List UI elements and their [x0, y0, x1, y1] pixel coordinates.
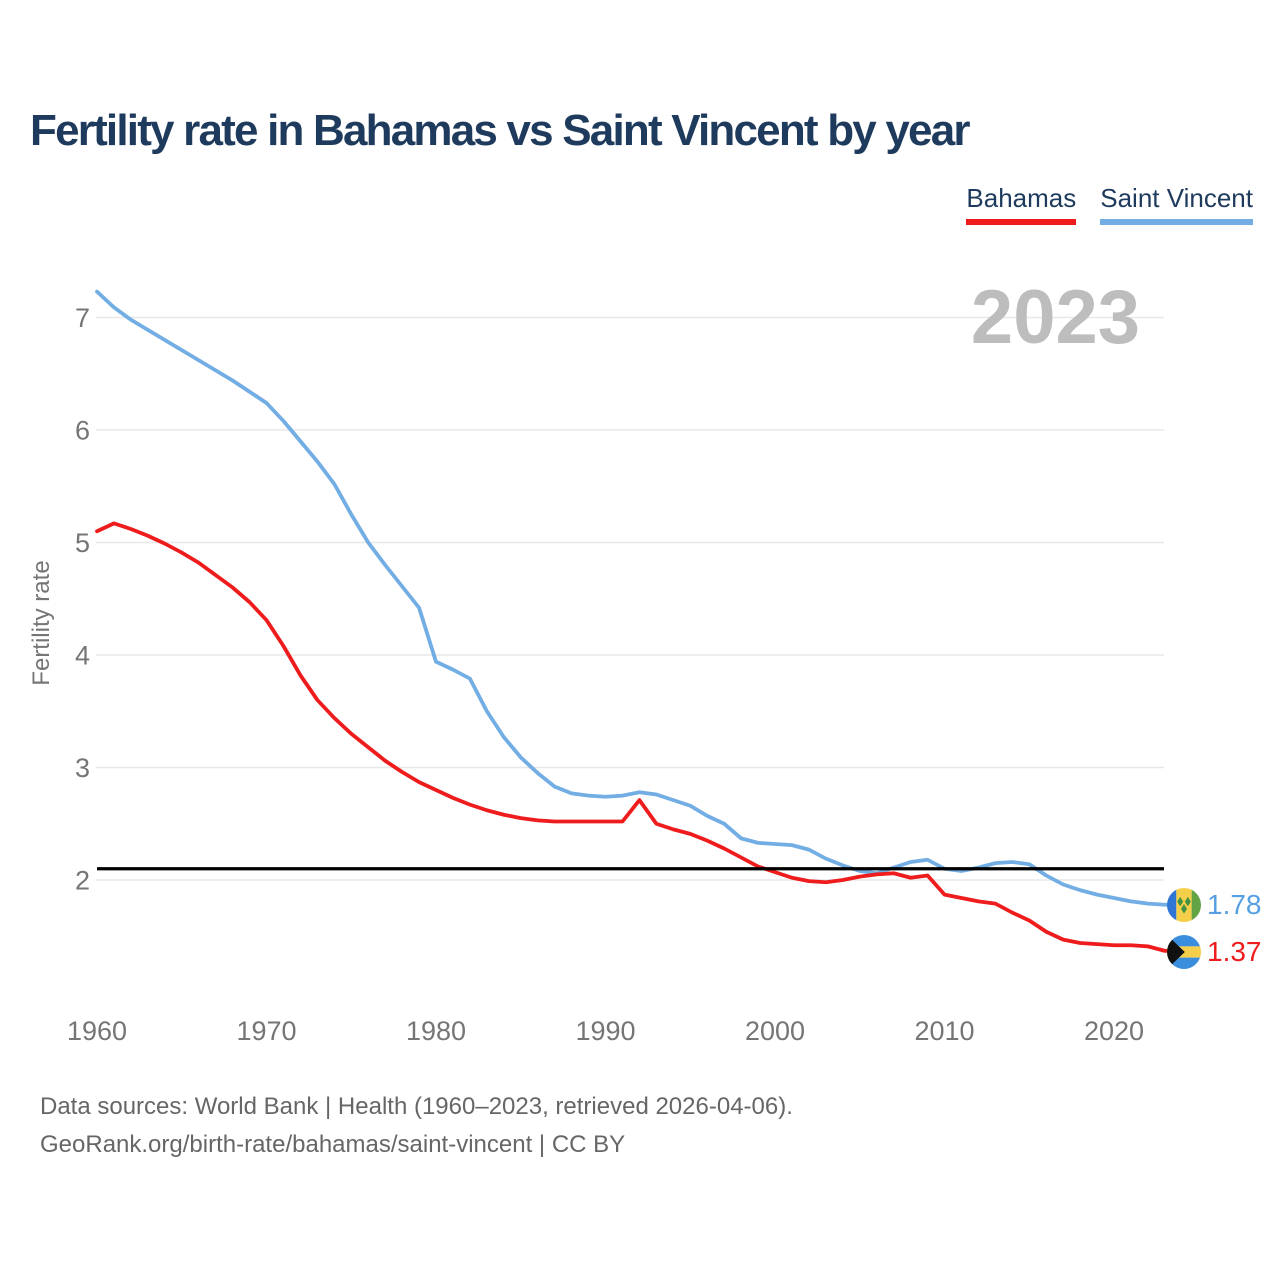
y-axis-label: Fertility rate: [28, 560, 55, 686]
saint-vincent-flag-icon: [1167, 888, 1201, 922]
footer-source-line: Data sources: World Bank | Health (1960–…: [40, 1093, 793, 1120]
y-tick-label-4: 4: [75, 641, 90, 671]
x-tick-label-2010: 2010: [915, 1016, 975, 1046]
footer-url-line: GeoRank.org/birth-rate/bahamas/saint-vin…: [40, 1131, 626, 1158]
legend-item-bahamas[interactable]: Bahamas: [966, 183, 1077, 225]
end-label-saint-vincent: 1.78: [1167, 888, 1262, 922]
x-tick-label-2000: 2000: [745, 1016, 805, 1046]
x-tick-label-1970: 1970: [236, 1016, 296, 1046]
y-tick-label-5: 5: [75, 528, 90, 558]
legend-label-bahamas: Bahamas: [966, 183, 1077, 213]
y-tick-label-2: 2: [75, 866, 90, 896]
page-title: Fertility rate in Bahamas vs Saint Vince…: [30, 106, 971, 155]
saint-vincent-end-value: 1.78: [1207, 889, 1262, 920]
y-tick-label-6: 6: [75, 416, 90, 446]
series-line-bahamas: [95, 521, 1170, 953]
x-tick-label-2020: 2020: [1084, 1016, 1144, 1046]
bahamas-flag-icon: [1167, 935, 1201, 969]
legend: Bahamas Saint Vincent: [966, 183, 1253, 225]
y-tick-label-7: 7: [75, 303, 90, 333]
footer: Data sources: World Bank | Health (1960–…: [40, 1088, 793, 1164]
y-tick-label-3: 3: [75, 753, 90, 783]
axis-tick-labels: 2 3 4 5 6 7 1960 1970 1980 1990 2000 2010 2020: [67, 303, 1144, 1046]
x-tick-label-1980: 1980: [406, 1016, 466, 1046]
x-tick-label-1960: 1960: [67, 1016, 127, 1046]
end-label-bahamas: 1.37: [1167, 935, 1262, 969]
series-line-saint-vincent: [95, 289, 1170, 907]
gridlines: [96, 316, 1164, 881]
watermark-year: 2023: [971, 275, 1140, 360]
bahamas-end-value: 1.37: [1207, 936, 1262, 967]
series-lines: [95, 289, 1170, 953]
x-tick-label-1990: 1990: [575, 1016, 635, 1046]
legend-label-saint-vincent: Saint Vincent: [1100, 183, 1253, 213]
legend-item-saint-vincent[interactable]: Saint Vincent: [1100, 183, 1253, 225]
